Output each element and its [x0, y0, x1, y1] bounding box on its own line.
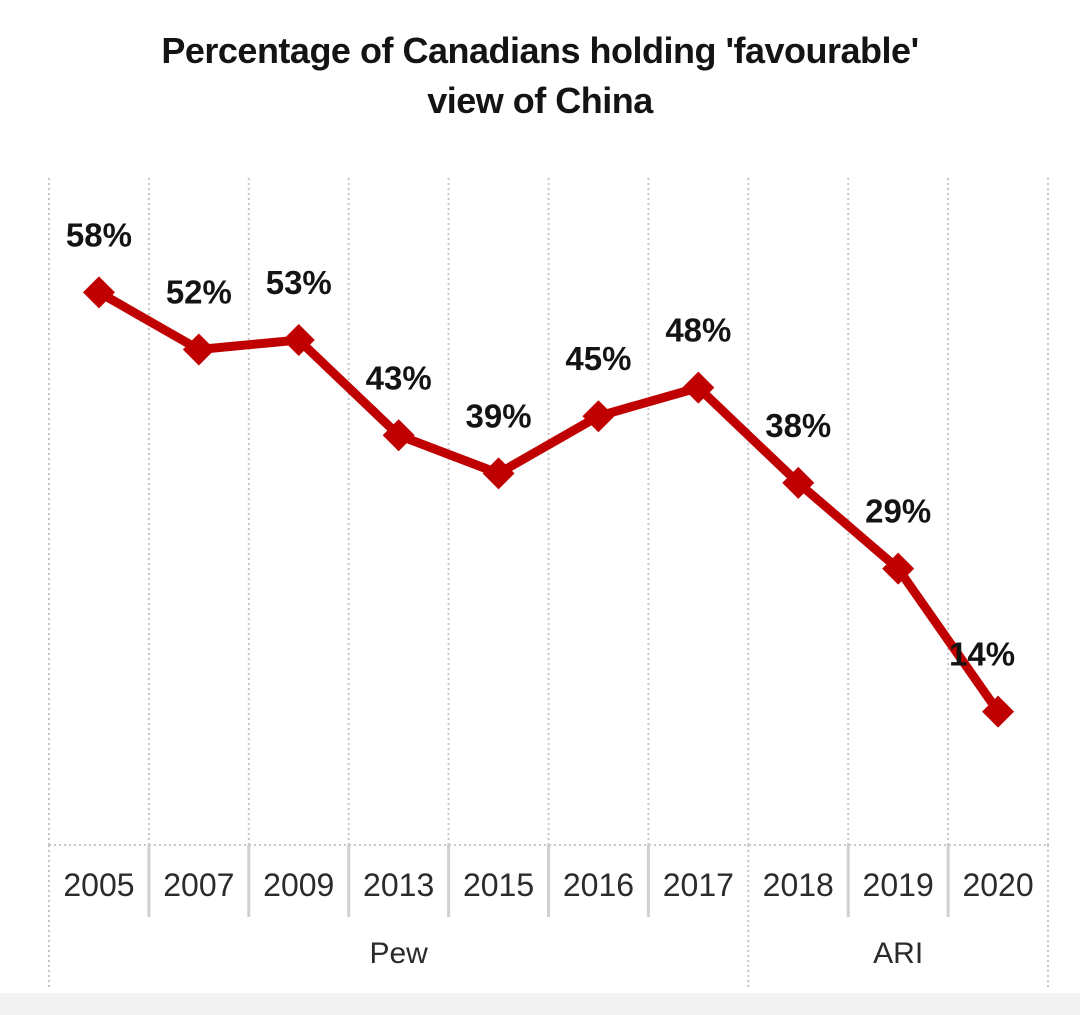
axis-group-label: Pew	[369, 937, 428, 970]
data-label: 53%	[266, 264, 332, 301]
x-axis-label: 2016	[563, 867, 634, 903]
data-line	[94, 287, 1003, 717]
data-point-marker	[382, 419, 415, 452]
axis-group-label: ARI	[873, 937, 923, 970]
x-axis-label: 2017	[663, 867, 734, 903]
x-axis-label: 2005	[63, 867, 134, 903]
data-point-marker	[82, 276, 115, 309]
data-point-marker	[182, 333, 215, 366]
data-label: 52%	[166, 274, 232, 311]
data-point-marker	[982, 695, 1015, 728]
data-point-marker	[482, 457, 515, 490]
x-axis-label: 2009	[263, 867, 334, 903]
data-label: 58%	[66, 216, 132, 253]
data-label: 38%	[765, 407, 831, 444]
data-point-marker	[282, 323, 315, 356]
x-axis-label: 2020	[962, 867, 1033, 903]
bottom-strip	[0, 993, 1080, 1015]
x-axis-label: 2007	[163, 867, 234, 903]
data-label: 43%	[366, 359, 432, 396]
data-label: 29%	[865, 493, 931, 530]
data-point-marker	[882, 552, 915, 585]
chart-title: Percentage of Canadians holding 'favoura…	[0, 26, 1080, 126]
data-label: 45%	[565, 340, 631, 377]
data-label: 39%	[466, 397, 532, 434]
chart-title-line2: view of China	[427, 80, 653, 121]
x-axis-label: 2013	[363, 867, 434, 903]
data-label: 14%	[949, 636, 1015, 673]
data-point-marker	[582, 400, 615, 433]
chart-title-line1: Percentage of Canadians holding 'favoura…	[161, 30, 919, 71]
data-point-marker	[782, 466, 815, 499]
data-label: 48%	[665, 312, 731, 349]
data-point-marker	[682, 371, 715, 404]
x-axis-label: 2018	[763, 867, 834, 903]
x-axis-label: 2015	[463, 867, 534, 903]
x-axis-label: 2019	[863, 867, 934, 903]
